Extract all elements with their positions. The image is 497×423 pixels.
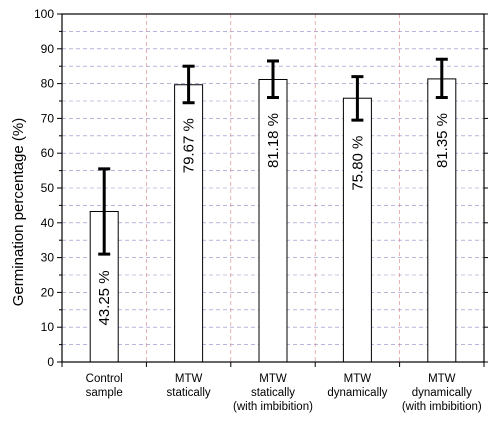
x-tick-label: Control sample xyxy=(86,373,123,399)
y-tick-label: 100 xyxy=(34,7,54,21)
x-tick-label: MTW dynamically xyxy=(327,373,387,399)
y-tick-label: 80 xyxy=(41,77,55,91)
data-label: 79.67 % xyxy=(181,118,198,173)
y-tick-label: 70 xyxy=(41,111,55,125)
y-tick-label: 60 xyxy=(41,146,55,160)
bar xyxy=(342,97,372,363)
data-label: 75.80 % xyxy=(349,136,366,191)
data-label: 81.18 % xyxy=(265,113,282,168)
data-label: 43.25 % xyxy=(96,270,113,325)
y-tick-label: 30 xyxy=(41,251,55,265)
x-tick-label: MTW statically (with imbibition) xyxy=(233,373,313,413)
x-tick-label: MTW dynamically (with imbibition) xyxy=(402,373,482,413)
x-tick-label: MTW statically xyxy=(167,373,211,399)
bar xyxy=(258,78,288,363)
data-label: 81.35 % xyxy=(434,113,451,168)
y-axis-title: Germination percentage (%) xyxy=(10,118,27,306)
bar xyxy=(174,84,204,363)
y-tick-label: 10 xyxy=(41,320,55,334)
bar xyxy=(427,78,457,363)
y-tick-label: 40 xyxy=(41,216,55,230)
y-tick-label: 50 xyxy=(41,181,55,195)
y-tick-label: 20 xyxy=(41,285,55,299)
y-tick-label: 0 xyxy=(47,355,54,369)
y-tick-label: 90 xyxy=(41,42,55,56)
